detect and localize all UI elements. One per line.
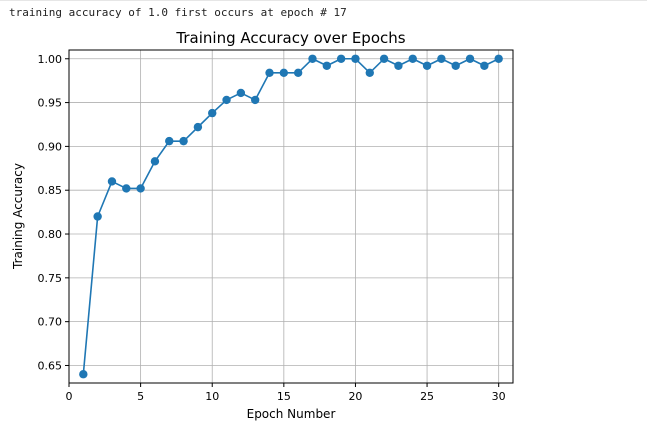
- data-point: [250, 95, 260, 105]
- chart-title: Training Accuracy over Epochs: [175, 29, 405, 47]
- y-tick-label: 0.80: [38, 228, 63, 241]
- x-axis-label: Epoch Number: [247, 407, 336, 421]
- data-point: [394, 61, 403, 70]
- data-point: [494, 54, 503, 63]
- data-point: [136, 184, 145, 193]
- data-point: [351, 54, 360, 63]
- data-point: [336, 54, 346, 63]
- series-line: [82, 57, 500, 375]
- data-point: [150, 157, 160, 166]
- data-point: [451, 61, 460, 70]
- data-point: [379, 54, 389, 63]
- data-point: [480, 61, 489, 70]
- data-point: [193, 122, 203, 132]
- data-point: [208, 108, 217, 118]
- y-tick-label: 0.75: [38, 272, 63, 285]
- data-point: [308, 54, 317, 63]
- x-tick-label: 25: [420, 390, 434, 403]
- y-tick-label: 0.70: [38, 316, 63, 329]
- x-tick-label: 10: [205, 390, 219, 403]
- data-point: [265, 68, 274, 77]
- x-tick-label: 30: [492, 390, 506, 403]
- cell-divider: [0, 0, 647, 1]
- y-tick-label: 0.90: [38, 140, 63, 153]
- x-tick-label: 0: [66, 390, 73, 403]
- y-tick-label: 0.95: [38, 97, 63, 110]
- data-point: [93, 212, 102, 221]
- data-point: [179, 136, 188, 146]
- x-tick-label: 15: [277, 390, 291, 403]
- data-point: [79, 370, 88, 379]
- data-point: [107, 177, 117, 186]
- x-tick-label: 20: [348, 390, 362, 403]
- y-axis-label: Training Accuracy: [11, 163, 25, 270]
- y-tick-label: 1.00: [38, 53, 63, 66]
- data-point: [236, 88, 246, 98]
- x-tick-label: 5: [137, 390, 144, 403]
- data-point: [465, 54, 475, 63]
- series-markers: [79, 54, 503, 379]
- data-point: [437, 54, 446, 63]
- data-point: [365, 68, 374, 77]
- data-point: [122, 184, 131, 193]
- data-point: [279, 68, 289, 77]
- data-point: [408, 54, 417, 63]
- plot-frame: [68, 49, 514, 384]
- data-point: [422, 61, 432, 70]
- y-tick-label: 0.85: [38, 184, 63, 197]
- data-point: [222, 95, 231, 105]
- grid-lines: [68, 50, 513, 383]
- y-tick-label: 0.65: [38, 359, 63, 372]
- data-point: [165, 136, 174, 146]
- axis-ticks: 0 5 10 15 20 25 30 0.65 0.70 0.75 0.80 0.85 0.90 0.95…: [38, 53, 506, 403]
- cell-output-text: training accuracy of 1.0 first occurs at…: [9, 6, 347, 19]
- data-point: [293, 68, 303, 77]
- data-point: [322, 61, 332, 70]
